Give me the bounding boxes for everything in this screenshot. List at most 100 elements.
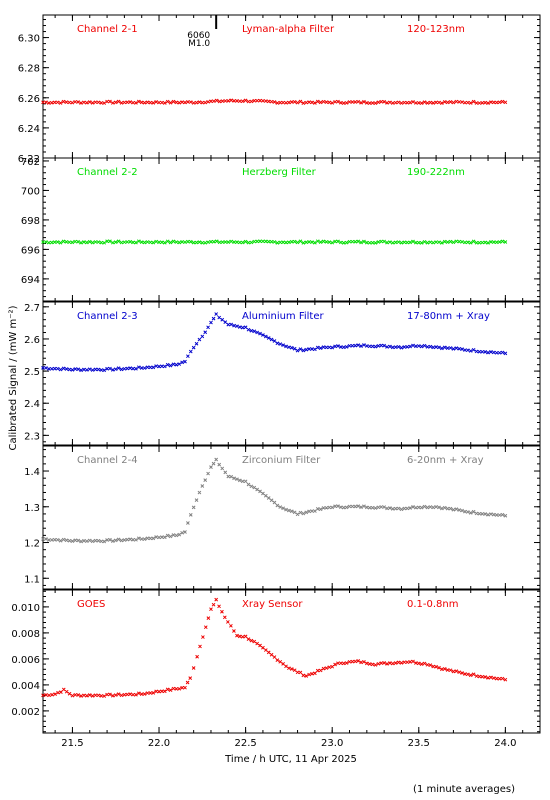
y-tick-label: 700 <box>21 186 40 197</box>
data-point <box>41 100 45 105</box>
data-point <box>350 659 355 664</box>
data-point <box>393 345 398 349</box>
data-point <box>171 239 176 244</box>
data-point <box>206 99 210 104</box>
data-point <box>419 101 424 106</box>
data-point <box>266 496 271 500</box>
data-point <box>232 629 236 633</box>
data-point <box>243 239 248 244</box>
data-point <box>255 641 260 646</box>
y-tick-label: 6.28 <box>18 64 40 75</box>
y-tick-label: 2.7 <box>24 303 40 314</box>
data-point <box>385 240 389 245</box>
data-point <box>356 504 361 508</box>
data-point <box>240 634 245 639</box>
data-point <box>321 99 326 104</box>
data-point <box>333 239 337 244</box>
data-point <box>64 240 69 244</box>
data-point <box>454 99 459 104</box>
data-point <box>79 694 83 698</box>
y-tick-label: 1.3 <box>24 503 40 514</box>
data-point <box>217 604 221 609</box>
data-point <box>364 505 369 510</box>
data-point <box>313 509 317 513</box>
data-point <box>356 343 361 348</box>
data-point <box>359 660 363 665</box>
data-point <box>125 240 130 244</box>
y-tick-label: 698 <box>21 216 40 227</box>
data-point <box>457 346 462 351</box>
x-tick-label: 21.5 <box>61 738 83 749</box>
data-point <box>214 312 219 316</box>
data-point <box>483 240 488 245</box>
data-point <box>136 99 141 104</box>
data-point <box>223 320 228 324</box>
data-point <box>497 676 502 681</box>
data-point <box>350 343 355 348</box>
data-point <box>393 100 398 105</box>
data-point <box>451 347 456 351</box>
data-point <box>203 240 208 245</box>
data-point <box>64 538 69 543</box>
data-point <box>463 672 467 676</box>
data-point <box>457 100 462 104</box>
panel-filter-label: Zirconium Filter <box>242 455 321 466</box>
data-point <box>44 537 48 541</box>
data-point <box>483 675 488 679</box>
data-point <box>82 367 86 372</box>
data-point <box>232 323 236 328</box>
data-point <box>442 239 447 244</box>
data-point <box>222 615 227 620</box>
data-point <box>362 99 366 104</box>
data-point <box>425 101 430 105</box>
data-point <box>237 634 242 639</box>
data-point <box>463 100 467 105</box>
data-point <box>174 533 179 538</box>
data-point <box>53 692 57 696</box>
data-series <box>41 312 508 373</box>
data-point <box>110 101 115 105</box>
data-point <box>174 100 179 105</box>
data-point <box>477 511 482 516</box>
data-point <box>344 661 349 665</box>
data-point <box>468 511 473 515</box>
data-point <box>119 693 124 698</box>
data-point <box>188 513 193 517</box>
data-point <box>223 470 228 475</box>
data-point <box>275 240 280 245</box>
data-point <box>232 240 236 244</box>
data-point <box>405 660 410 665</box>
data-point <box>240 99 245 104</box>
data-point <box>183 240 187 245</box>
data-point <box>252 639 257 644</box>
data-point <box>483 100 488 105</box>
data-point <box>379 661 384 665</box>
data-point <box>194 341 199 346</box>
data-point <box>341 505 346 510</box>
data-point <box>295 512 300 517</box>
data-point <box>119 367 124 372</box>
data-point <box>425 345 430 349</box>
data-point <box>408 506 412 510</box>
data-point <box>99 694 104 698</box>
panel-frame <box>42 14 541 159</box>
data-point <box>408 100 412 105</box>
data-point <box>353 504 358 509</box>
data-point <box>465 100 470 105</box>
data-point <box>339 505 343 510</box>
data-point <box>52 366 57 371</box>
panel-3: 2.3 2.4 2.5 2.6 2.7 Channel 2-3 Aluminium Filt… <box>24 301 541 446</box>
data-point <box>142 240 147 245</box>
data-point <box>93 538 98 543</box>
data-point <box>145 691 150 695</box>
data-point <box>70 240 75 245</box>
data-point <box>287 100 291 105</box>
data-point <box>145 240 150 244</box>
data-point <box>356 659 361 663</box>
data-point <box>503 677 508 682</box>
data-point <box>336 661 340 666</box>
data-point <box>385 101 389 105</box>
data-point <box>171 533 176 537</box>
data-point <box>474 101 479 105</box>
data-point <box>96 538 101 543</box>
